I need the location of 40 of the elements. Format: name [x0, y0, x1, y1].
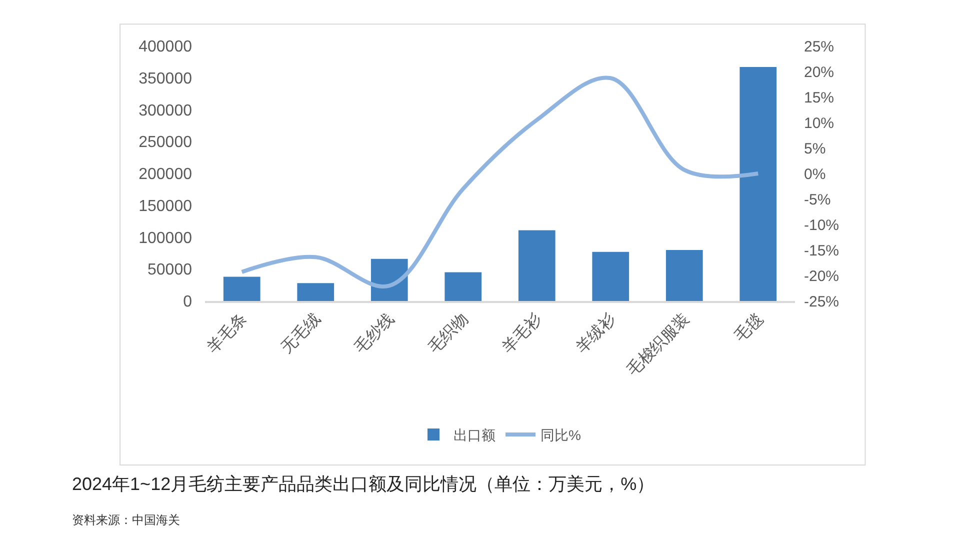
- y2-tick-label: -10%: [804, 216, 840, 234]
- y2-tick-label: 0%: [804, 166, 826, 183]
- x-tick-label: 毛织物: [424, 310, 472, 357]
- bar: [592, 252, 630, 301]
- y-tick-label: 350000: [138, 70, 192, 88]
- x-tick-label: 羊毛条: [204, 310, 250, 357]
- y2-tick-label: 15%: [804, 89, 834, 106]
- y2-tick-label: 10%: [804, 114, 834, 132]
- legend-label: 出口额: [454, 426, 496, 443]
- y2-tick-label: -15%: [804, 242, 840, 260]
- bar: [518, 230, 556, 301]
- y-tick-label: 200000: [138, 166, 192, 184]
- y2-tick-label: 5%: [804, 140, 826, 158]
- y2-tick-label: 20%: [804, 64, 834, 81]
- y-tick-label: 300000: [138, 102, 192, 120]
- bar: [740, 67, 777, 301]
- y-tick-label: 400000: [138, 38, 192, 56]
- y-tick-label: 50000: [148, 262, 192, 279]
- bar: [297, 283, 334, 301]
- x-tick-label: 毛纱线: [351, 310, 398, 357]
- line-series: [240, 76, 760, 288]
- y-tick-label: 150000: [138, 198, 192, 215]
- y2-tick-label: -20%: [804, 268, 840, 285]
- x-tick-label: 毛梭织服装: [624, 310, 693, 380]
- text: 资料来源：中国海关: [72, 513, 180, 527]
- x-tick-label: 羊绒衫: [572, 310, 620, 357]
- x-tick-label: 羊毛衫: [498, 310, 546, 357]
- y-tick-label: 0: [183, 294, 192, 311]
- bar: [666, 250, 703, 301]
- y2-tick-label: -5%: [804, 191, 831, 208]
- bar: [444, 272, 482, 301]
- legend-label: 同比%: [540, 426, 581, 443]
- bar: [223, 276, 260, 301]
- y-tick-label: 100000: [138, 230, 192, 247]
- y-tick-label: 250000: [138, 134, 192, 152]
- y2-tick-label: 25%: [804, 38, 834, 56]
- x-tick-label: 毛毯: [731, 310, 767, 346]
- x-tick-label: 无毛绒: [277, 310, 324, 357]
- y2-tick-label: -25%: [804, 293, 840, 310]
- text: 2024年1~12月毛纺主要产品品类出口额及同比情况（单位：万美元，%）: [72, 474, 655, 494]
